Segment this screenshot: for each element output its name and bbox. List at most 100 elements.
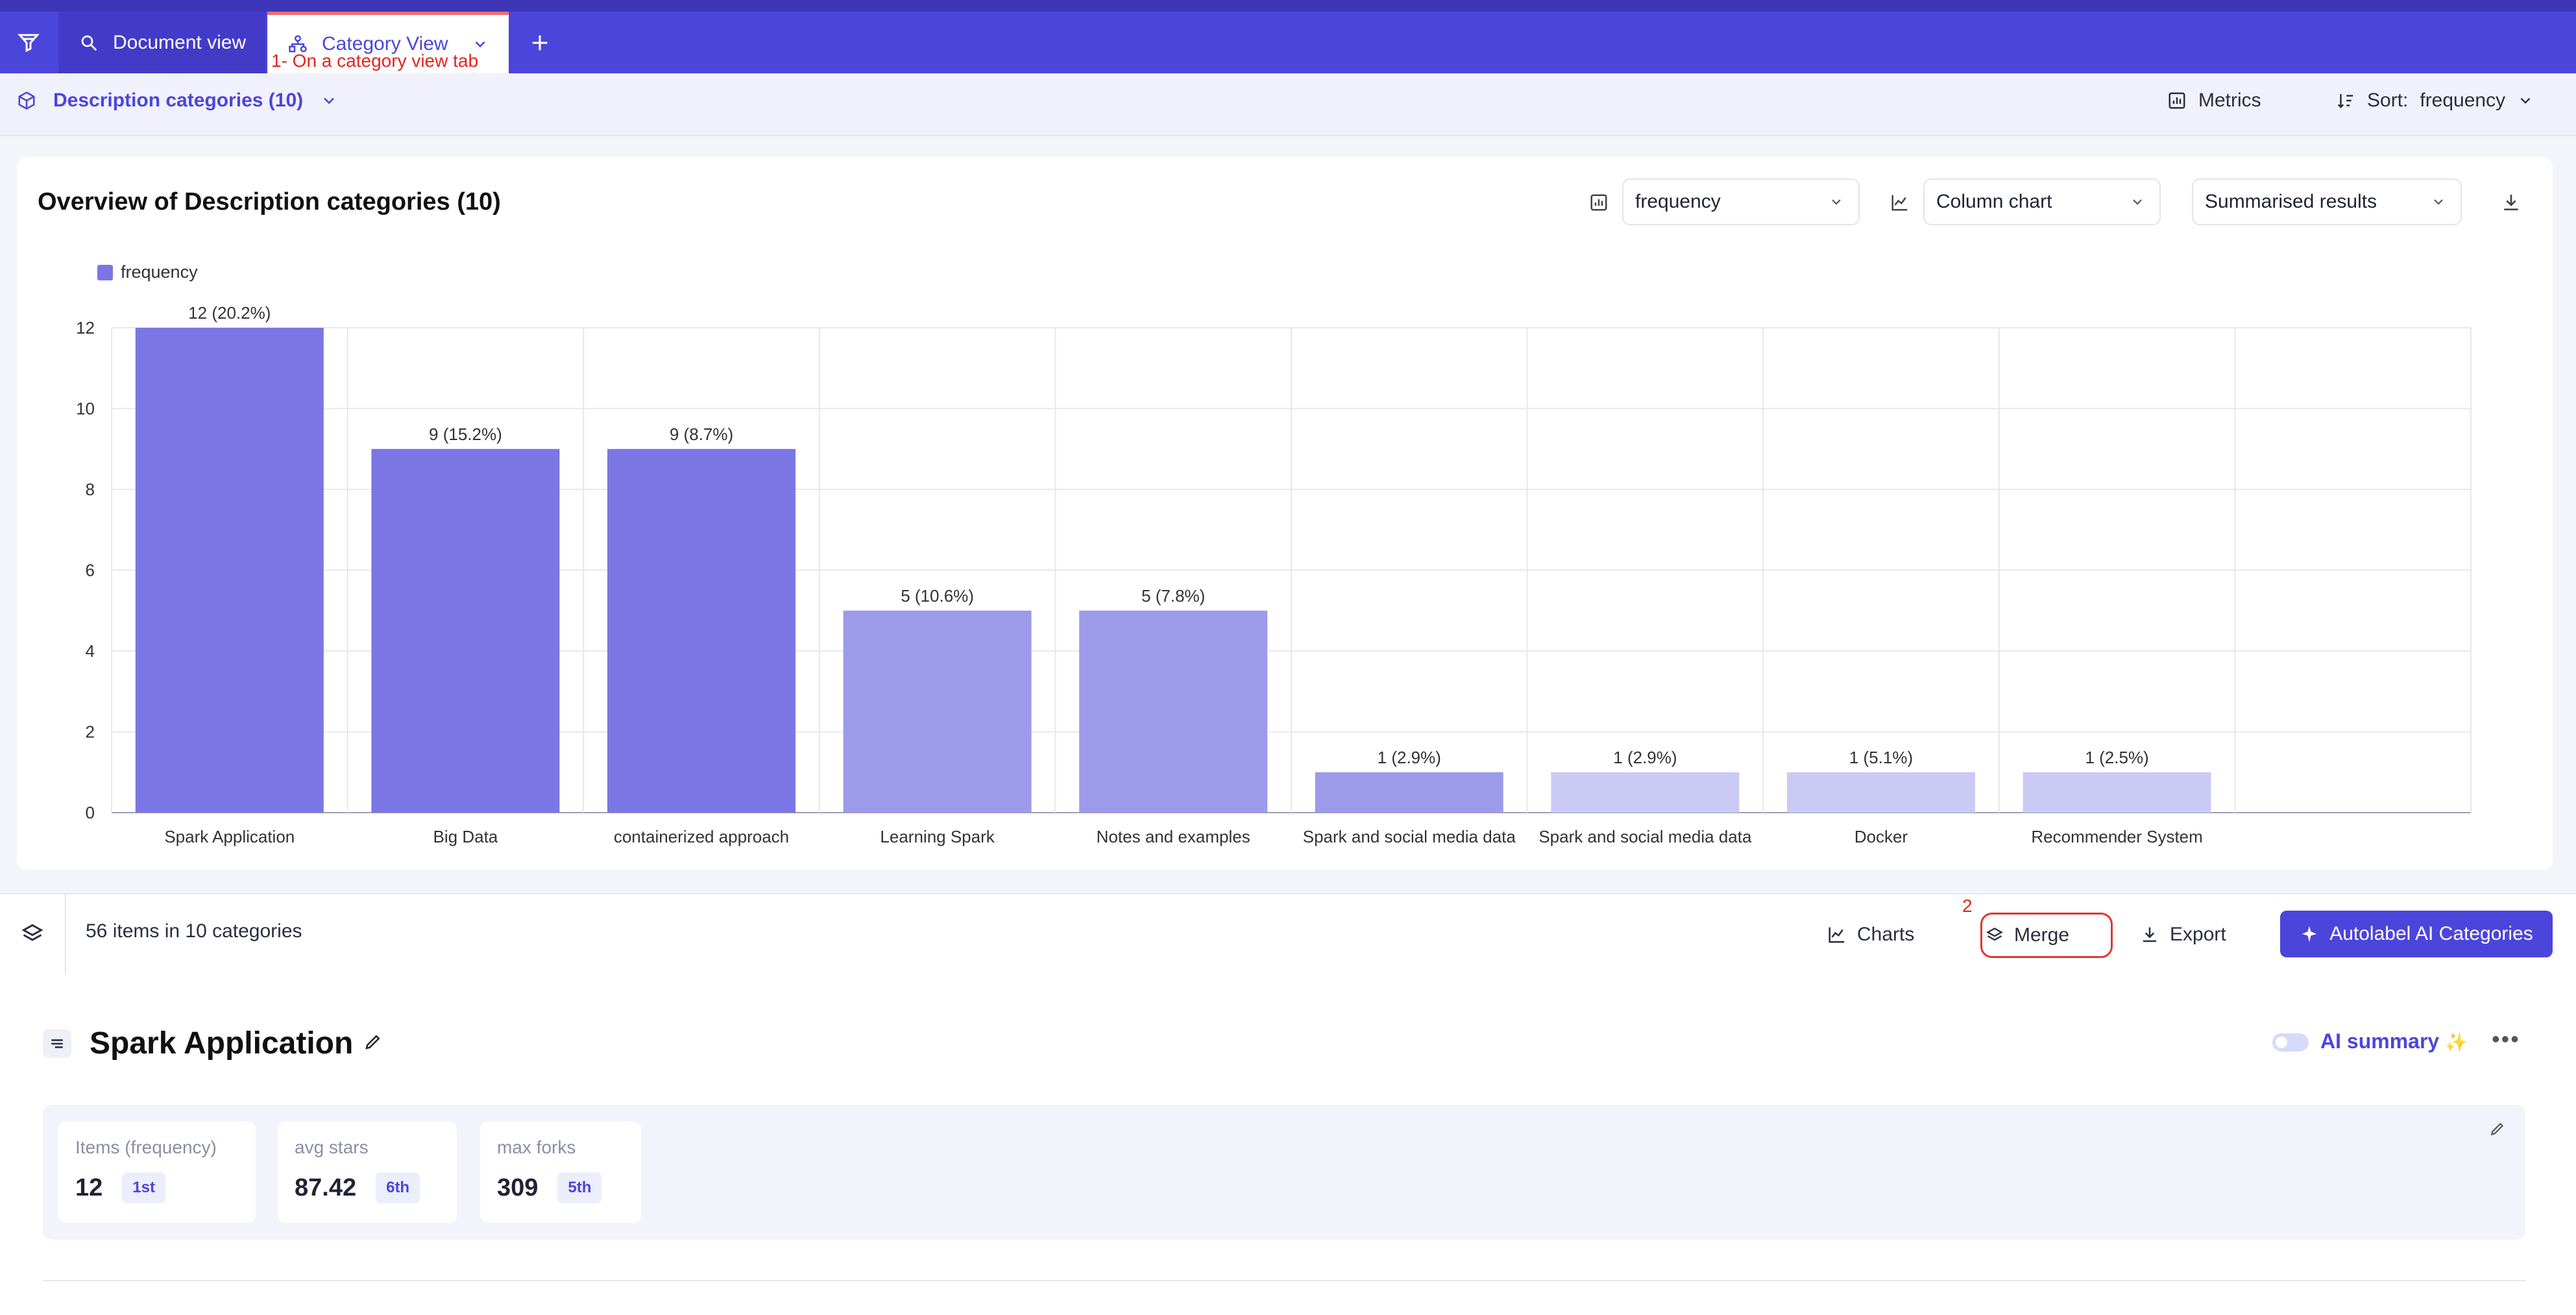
charts-label: Charts [1857, 924, 1915, 945]
stat-value: 309 [497, 1174, 539, 1201]
stat-rank-badge: 1st [122, 1172, 165, 1203]
sort-label: Sort: [2367, 90, 2409, 111]
y-tick-label: 12 [76, 318, 95, 338]
tab-document-view[interactable]: Document view [58, 12, 266, 73]
pencil-icon [365, 1035, 380, 1050]
line-chart-icon [1887, 190, 1913, 215]
sort-value: frequency [2420, 90, 2506, 111]
chevron-down-icon [324, 97, 335, 104]
ai-summary-text: AI summary [2320, 1029, 2440, 1053]
more-options-button[interactable]: ••• [2492, 1026, 2520, 1052]
data-label: 1 (2.9%) [1378, 748, 1441, 767]
autolabel-label: Autolabel AI Categories [2329, 923, 2533, 944]
pencil-icon [2490, 1122, 2504, 1136]
plus-icon [532, 35, 548, 50]
stat-label: avg stars [295, 1137, 369, 1157]
ai-summary-toggle[interactable] [2272, 1033, 2309, 1051]
x-tick-label: containerized approach [614, 827, 789, 846]
overview-title: Overview of Description categories (10) [38, 188, 501, 215]
y-tick-label: 4 [86, 641, 95, 661]
stat-value: 87.42 [295, 1174, 357, 1201]
data-label: 1 (2.9%) [1613, 748, 1677, 767]
stat-card-items: Items (frequency) 12 1st [58, 1122, 256, 1223]
chart-legend[interactable]: frequency [97, 262, 198, 282]
chevron-down-icon [1832, 199, 1841, 205]
download-chart-button[interactable] [2498, 190, 2524, 215]
data-label: 12 (20.2%) [188, 303, 271, 323]
tab-category-view[interactable]: Category View [267, 12, 509, 73]
data-label: 5 (10.6%) [901, 586, 974, 606]
bar [843, 610, 1032, 813]
y-tick-label: 0 [86, 803, 95, 822]
search-icon [81, 35, 97, 51]
ai-summary-label[interactable]: AI summary ✨ [2320, 1029, 2468, 1053]
chevron-down-icon[interactable] [472, 36, 489, 53]
merge-button[interactable]: Merge [1986, 913, 2069, 958]
category-tree-icon [289, 35, 307, 53]
metric-select-value: frequency [1635, 191, 1721, 212]
x-tick-label: Recommender System [2031, 827, 2202, 846]
stat-card-avg-stars: avg stars 87.42 6th [278, 1122, 457, 1223]
category-set-dropdown[interactable]: Description categories (10) [17, 90, 338, 112]
chevron-down-icon [2133, 199, 2142, 205]
stat-label: Items (frequency) [75, 1137, 217, 1157]
line-chart-icon [1829, 927, 1845, 943]
x-tick-label: Notes and examples [1097, 827, 1250, 846]
bar [1551, 772, 1740, 813]
category-title: Spark Application [90, 1026, 354, 1061]
tab-category-view-label: Category View [322, 33, 448, 55]
sparkle-icon: ✨ [2445, 1032, 2468, 1052]
bar [2023, 772, 2211, 813]
layers-button[interactable] [0, 893, 66, 975]
chart-type-select[interactable]: Column chart [1923, 178, 2161, 225]
cube-icon [18, 92, 35, 110]
autolabel-ai-button[interactable]: Autolabel AI Categories [2280, 911, 2553, 957]
metrics-button[interactable]: Metrics [2167, 90, 2261, 112]
items-count: 56 items in 10 categories [86, 920, 302, 942]
category-list-icon [43, 1029, 71, 1058]
annotation-step-2: 2 [1962, 896, 1973, 916]
edit-stats-button[interactable] [2489, 1120, 2506, 1140]
export-button[interactable]: Export [2140, 912, 2226, 957]
chart-type-select-value: Column chart [1936, 191, 2052, 212]
metrics-label: Metrics [2198, 90, 2261, 111]
data-label: 1 (2.5%) [2085, 748, 2148, 767]
column-chart: 0 2 4 6 8 10 12 12 (20.2%) Spark Application 9 (1… [76, 303, 2472, 846]
merge-highlight [1980, 913, 2113, 958]
merge-label: Merge [2014, 924, 2070, 946]
stat-label: max forks [497, 1137, 576, 1157]
metric-select[interactable]: frequency [1622, 178, 1860, 225]
chevron-down-icon [2520, 97, 2531, 104]
filter-button[interactable] [0, 12, 57, 73]
window-top-strip [0, 0, 2576, 12]
filter-icon [18, 34, 40, 52]
add-tab-button[interactable] [519, 12, 561, 73]
results-select[interactable]: Summarised results [2192, 178, 2462, 225]
legend-label: frequency [121, 262, 198, 282]
sub-header [0, 73, 2576, 136]
annotation-step-1: 1- On a category view tab [271, 51, 479, 71]
bar [607, 449, 796, 813]
layers-icon [21, 924, 43, 941]
charts-button[interactable]: Charts [1827, 912, 1914, 957]
stat-rank-badge: 6th [376, 1172, 420, 1203]
download-icon [2504, 195, 2518, 210]
results-select-value: Summarised results [2205, 191, 2377, 212]
data-label: 9 (15.2%) [429, 424, 502, 444]
x-tick-label: Spark and social media data [1538, 827, 1752, 846]
edit-category-title-button[interactable] [363, 1032, 383, 1055]
x-tick-label: Spark Application [164, 827, 295, 846]
legend-swatch [97, 264, 113, 280]
stat-value: 12 [75, 1174, 103, 1201]
bar-chart-icon [1586, 190, 1612, 215]
export-label: Export [2170, 924, 2226, 945]
x-tick-label: Learning Spark [880, 827, 995, 846]
data-label: 5 (7.8%) [1141, 586, 1205, 606]
sort-icon [2337, 94, 2353, 108]
bar [371, 449, 560, 813]
sparkle-icon [2302, 926, 2317, 942]
sort-dropdown[interactable]: Sort: frequency [2336, 90, 2534, 112]
bar [1315, 772, 1503, 813]
x-tick-label: Docker [1854, 827, 1908, 846]
category-set-label: Description categories (10) [53, 90, 304, 111]
